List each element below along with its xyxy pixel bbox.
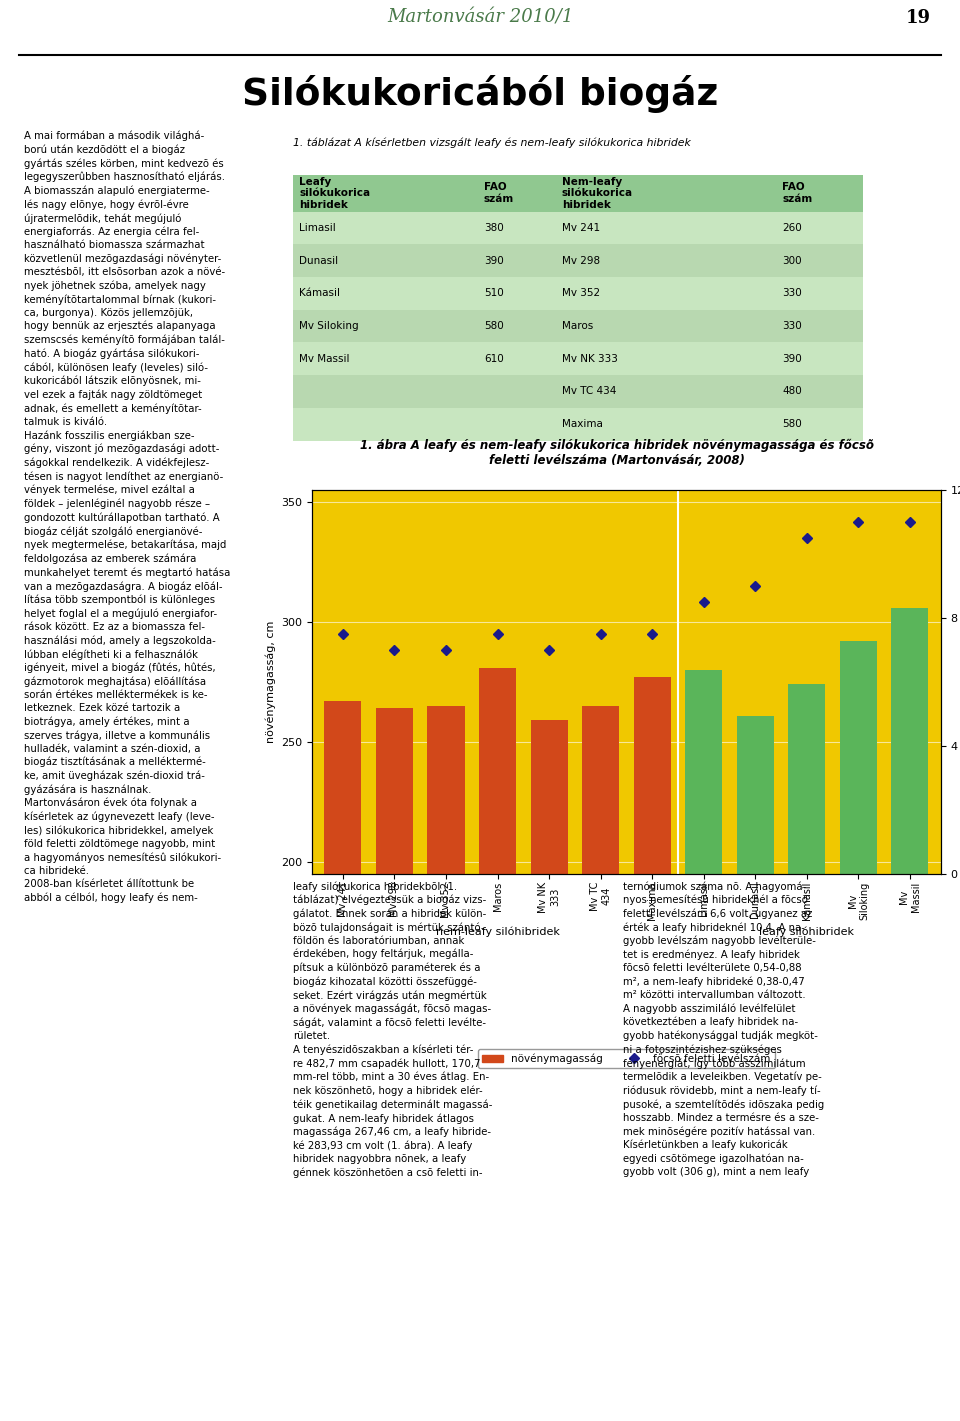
Text: 330: 330 <box>782 288 802 298</box>
Bar <box>376 709 413 1341</box>
Text: FAO
szám: FAO szám <box>484 182 515 205</box>
Bar <box>293 175 863 212</box>
Text: 380: 380 <box>484 223 504 233</box>
Text: Kámasil: Kámasil <box>300 288 340 298</box>
Text: Maros: Maros <box>562 321 593 331</box>
Bar <box>479 668 516 1341</box>
Bar <box>840 641 876 1341</box>
Bar <box>736 716 774 1341</box>
Legend: növénymagasság, főcsõ feletti levélszám: növénymagasság, főcsõ feletti levélszám <box>478 1049 775 1069</box>
Bar <box>788 685 826 1341</box>
Bar <box>293 244 863 277</box>
Text: ternódiumok száma nõ. A hagyomá-
nyos nemesítésû hibrideknél a fõcsõ
feletti lev: ternódiumok száma nõ. A hagyomá- nyos ne… <box>623 881 825 1177</box>
Bar <box>293 212 863 244</box>
Text: A mai formában a második világhá-
ború után kezdõdött el a biogáz
gyártás széles: A mai formában a második világhá- ború u… <box>24 131 230 902</box>
Bar <box>634 678 671 1341</box>
Text: Mv TC 434: Mv TC 434 <box>562 387 616 396</box>
Text: Leafy
silókukorica
hibridek: Leafy silókukorica hibridek <box>300 176 371 210</box>
Text: Silókukoricából biogáz: Silókukoricából biogáz <box>242 75 718 112</box>
Bar <box>293 342 863 375</box>
Text: 19: 19 <box>906 9 931 27</box>
Text: Maxima: Maxima <box>562 419 603 429</box>
Text: Mv 352: Mv 352 <box>562 288 600 298</box>
Text: 260: 260 <box>782 223 802 233</box>
Y-axis label: növénymagasság, cm: növénymagasság, cm <box>265 621 276 743</box>
Text: FAO
szám: FAO szám <box>782 182 812 205</box>
Text: Limasil: Limasil <box>300 223 336 233</box>
Text: Mv 298: Mv 298 <box>562 256 600 266</box>
Text: 1. ábra A leafy és nem-leafy silókukorica hibridek növénymagassága és főcsõ
fele: 1. ábra A leafy és nem-leafy silókukoric… <box>360 439 874 468</box>
Text: Martonvásár 2010/1: Martonvásár 2010/1 <box>387 9 573 27</box>
Text: Mv 241: Mv 241 <box>562 223 600 233</box>
Text: 610: 610 <box>484 354 504 364</box>
Bar <box>293 375 863 408</box>
Text: nem-leafy silóhibridek: nem-leafy silóhibridek <box>436 926 560 938</box>
Bar <box>531 720 567 1341</box>
Bar <box>293 277 863 310</box>
Text: Mv Siloking: Mv Siloking <box>300 321 359 331</box>
Text: 580: 580 <box>484 321 504 331</box>
Text: Nem-leafy
silókukorica
hibridek: Nem-leafy silókukorica hibridek <box>562 176 633 210</box>
Text: Dunasil: Dunasil <box>300 256 339 266</box>
Bar <box>427 706 465 1341</box>
Bar <box>685 671 722 1341</box>
Text: 390: 390 <box>782 354 802 364</box>
Text: 1. táblázat A kísérletben vizsgált leafy és nem-leafy silókukorica hibridek: 1. táblázat A kísérletben vizsgált leafy… <box>293 138 690 148</box>
Text: 330: 330 <box>782 321 802 331</box>
Text: leafy silóhibridek: leafy silóhibridek <box>759 926 854 938</box>
Bar <box>324 702 362 1341</box>
Bar <box>293 310 863 342</box>
Text: 510: 510 <box>484 288 504 298</box>
Text: Mv Massil: Mv Massil <box>300 354 349 364</box>
Text: Mv NK 333: Mv NK 333 <box>562 354 617 364</box>
Text: leafy silókukorica hibridekbõl (1.
táblázat) elvégeztessük a biogáz vizs-
gálato: leafy silókukorica hibridekbõl (1. táblá… <box>293 881 492 1178</box>
Text: 390: 390 <box>484 256 504 266</box>
Bar <box>891 608 928 1341</box>
Bar <box>582 706 619 1341</box>
Text: 300: 300 <box>782 256 802 266</box>
Text: 580: 580 <box>782 419 802 429</box>
Text: 480: 480 <box>782 387 802 396</box>
Bar <box>293 408 863 441</box>
